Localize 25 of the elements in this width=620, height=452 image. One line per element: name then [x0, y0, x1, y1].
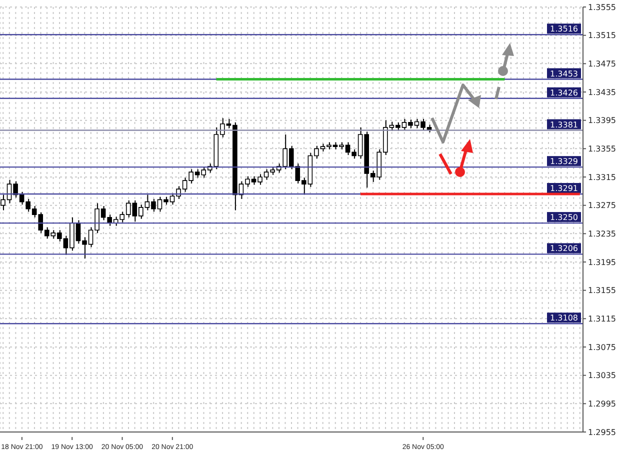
ref-line-label: 1.3329 — [550, 157, 578, 166]
ref-line-label: 1.3453 — [550, 69, 578, 78]
y-tick-label: 1.3035 — [588, 371, 616, 380]
y-tick-label: 1.3555 — [588, 2, 616, 12]
y-tick-label: 1.3115 — [588, 314, 616, 324]
ref-line-label: 1.3206 — [550, 244, 578, 254]
y-tick-label: 1.3195 — [588, 258, 616, 267]
y-tick-label: 1.3435 — [588, 88, 616, 97]
ref-line-label: 1.3108 — [550, 314, 578, 323]
y-tick-label: 1.3275 — [588, 201, 616, 210]
y-tick-label: 1.2995 — [588, 400, 616, 409]
y-tick-label: 1.3155 — [588, 286, 616, 296]
y-tick-label: 1.3315 — [588, 172, 616, 182]
ref-line-label: 1.3381 — [550, 120, 578, 130]
ref-line-label: 1.3291 — [550, 184, 578, 193]
y-tick-label: 1.3515 — [588, 31, 616, 40]
y-tick-label: 1.2955 — [588, 428, 616, 437]
y-tick-label: 1.3235 — [588, 230, 616, 239]
y-tick-label: 1.3355 — [588, 144, 616, 154]
ref-line-label: 1.3426 — [550, 88, 578, 98]
y-tick-label: 1.3075 — [588, 342, 616, 352]
y-tick-label: 1.3395 — [588, 116, 616, 126]
ref-line-label: 1.3250 — [550, 213, 578, 222]
ref-line-label: 1.3516 — [550, 24, 578, 34]
y-tick-label: 1.3475 — [588, 60, 616, 69]
